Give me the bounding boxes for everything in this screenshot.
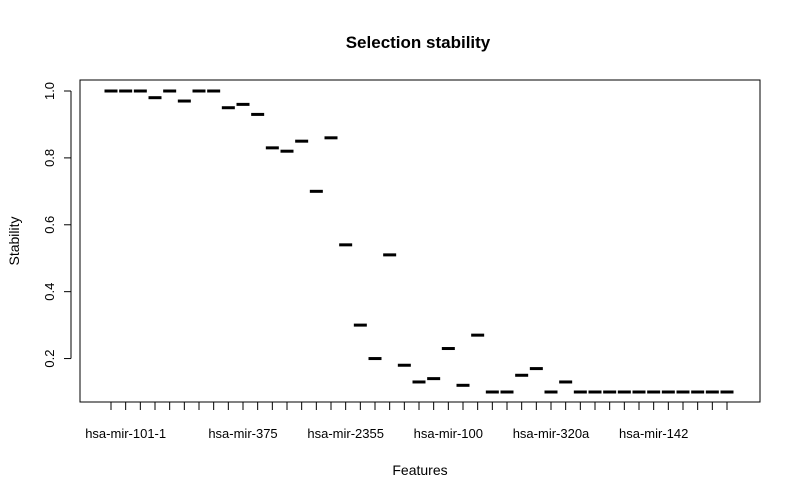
x-tick-label: hsa-mir-142 (619, 426, 688, 441)
data-marks (104, 89, 734, 394)
y-tick-label: 1.0 (42, 82, 57, 100)
y-tick-label: 0.6 (42, 216, 57, 234)
chart-title: Selection stability (346, 33, 491, 52)
y-tick-label: 0.2 (42, 350, 57, 368)
plot-frame (79, 79, 761, 403)
y-axis: 0.2 0.4 0.6 0.8 1.0 (42, 82, 72, 368)
x-axis: hsa-mir-101-1 hsa-mir-375 hsa-mir-2355 hsa-… (85, 401, 728, 441)
x-axis-label: Features (392, 462, 447, 478)
x-tick-label: hsa-mir-101-1 (85, 426, 166, 441)
y-tick-label: 0.8 (42, 149, 57, 167)
x-tick-label: hsa-mir-375 (208, 426, 277, 441)
y-axis-label: Stability (6, 216, 22, 265)
y-tick-label: 0.4 (42, 283, 57, 301)
x-tick-label: hsa-mir-100 (414, 426, 483, 441)
x-tick-label: hsa-mir-320a (513, 426, 590, 441)
x-tick-label: hsa-mir-2355 (307, 426, 384, 441)
